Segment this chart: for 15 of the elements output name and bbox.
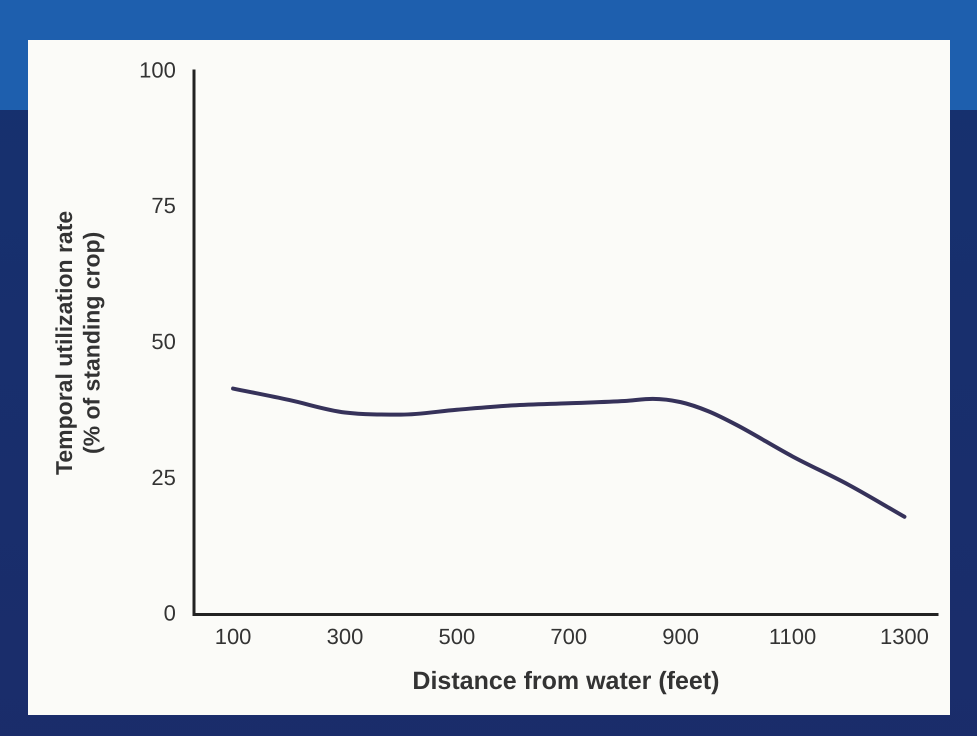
- x-tick-label: 900: [662, 624, 700, 649]
- y-tick-label: 25: [151, 464, 176, 490]
- y-tick-label: 75: [151, 193, 176, 218]
- x-tick-label: 1300: [880, 624, 929, 649]
- y-tick-label: 100: [139, 57, 176, 82]
- y-tick-label: 50: [151, 328, 176, 354]
- x-tick-label: 100: [214, 624, 252, 649]
- x-axis-title: Distance from water (feet): [412, 666, 720, 695]
- y-tick-label: 0: [164, 600, 176, 626]
- x-tick-label: 1100: [768, 624, 816, 649]
- y-axis-title: Temporal utilization rate (% of standing crop): [51, 210, 105, 475]
- x-tick-label: 300: [326, 624, 364, 649]
- x-tick-label: 500: [438, 624, 476, 649]
- line-series: [231, 386, 906, 519]
- x-tick-label: 700: [550, 624, 588, 649]
